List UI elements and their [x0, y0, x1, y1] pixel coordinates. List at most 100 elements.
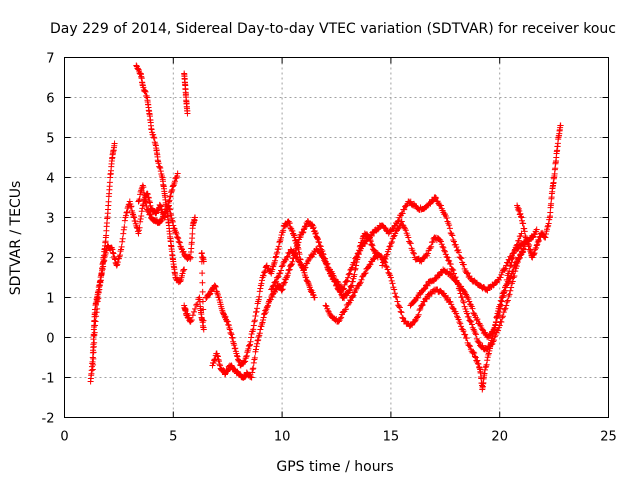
data-point [200, 317, 207, 324]
data-point [510, 274, 517, 281]
data-point [278, 231, 285, 238]
series-track-m [514, 122, 564, 261]
data-point [504, 298, 511, 305]
data-point [447, 261, 454, 268]
data-point [358, 276, 365, 283]
data-point [285, 267, 292, 274]
data-point [245, 345, 252, 352]
data-point [423, 295, 430, 302]
data-point [448, 271, 455, 278]
y-tick-label: 3 [46, 212, 54, 227]
data-point [312, 229, 319, 236]
data-point [121, 217, 128, 224]
data-point [174, 233, 181, 240]
data-point [497, 305, 504, 312]
data-point [261, 269, 268, 276]
data-point [253, 308, 260, 315]
x-tick-label: 25 [600, 430, 617, 445]
data-point [343, 306, 350, 313]
data-point [498, 298, 505, 305]
data-point [174, 173, 181, 180]
data-point [177, 278, 184, 285]
data-point [167, 210, 174, 217]
data-point [272, 257, 279, 264]
data-point [499, 314, 506, 321]
data-point [231, 342, 238, 349]
data-point [214, 352, 221, 359]
data-point [473, 331, 480, 338]
data-point [118, 246, 125, 253]
data-point [157, 203, 164, 210]
data-point [192, 214, 199, 221]
data-point [150, 134, 157, 141]
data-point [210, 360, 217, 367]
data-point [273, 278, 280, 285]
data-point [299, 229, 306, 236]
data-point [468, 318, 475, 325]
data-point [146, 210, 153, 217]
data-point [260, 314, 267, 321]
data-point [464, 310, 471, 317]
data-point [386, 243, 393, 250]
x-tick-label: 20 [491, 430, 508, 445]
data-point [387, 274, 394, 281]
data-point [444, 254, 451, 261]
data-point [407, 198, 414, 205]
data-point [158, 173, 165, 180]
data-point [278, 234, 285, 241]
data-point [448, 301, 455, 308]
data-point [269, 293, 276, 300]
data-point [427, 245, 434, 252]
data-point [438, 241, 445, 248]
data-point [123, 209, 130, 216]
data-point [228, 362, 235, 369]
data-point [459, 294, 466, 301]
data-point [142, 88, 149, 95]
data-point [368, 233, 375, 240]
data-point [127, 203, 134, 210]
data-point [349, 264, 356, 271]
data-point [462, 306, 469, 313]
data-point [156, 163, 163, 170]
data-point [490, 337, 497, 344]
data-point [349, 278, 356, 285]
data-point [142, 87, 149, 94]
data-point [414, 294, 421, 301]
data-point [502, 305, 509, 312]
data-point [437, 237, 444, 244]
data-point [460, 328, 467, 335]
series-track-i [268, 194, 529, 294]
data-point [506, 291, 513, 298]
data-point [167, 206, 174, 213]
data-point [264, 302, 271, 309]
data-point [295, 239, 302, 246]
data-point [484, 287, 491, 294]
data-point [405, 234, 412, 241]
data-point [513, 242, 520, 249]
data-point [211, 282, 218, 289]
data-point [93, 309, 100, 316]
data-point [399, 210, 406, 217]
data-point [504, 297, 511, 304]
data-point [518, 230, 525, 237]
data-point [520, 245, 527, 252]
data-point [397, 308, 404, 315]
data-point [146, 199, 153, 206]
data-point [90, 361, 97, 368]
data-point [171, 178, 178, 185]
data-point [497, 274, 504, 281]
data-point [557, 122, 564, 129]
data-point [289, 258, 296, 265]
data-point [507, 262, 514, 269]
data-point [275, 243, 282, 250]
data-point [510, 254, 517, 261]
data-point [262, 309, 269, 316]
data-point [391, 290, 398, 297]
data-point [517, 210, 524, 217]
data-point [445, 294, 452, 301]
data-point [216, 361, 223, 368]
series-track-d [135, 182, 199, 263]
data-point [251, 354, 258, 361]
data-point [469, 305, 476, 312]
